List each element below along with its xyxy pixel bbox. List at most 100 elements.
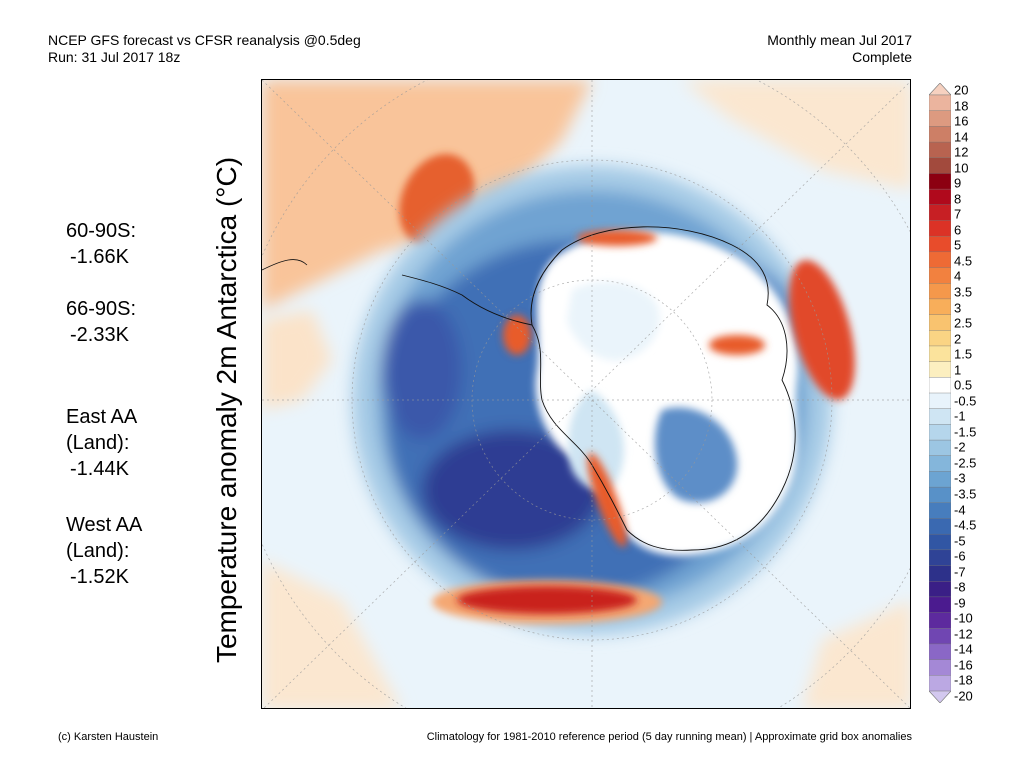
colorbar-tick-label: -9 [954,595,966,611]
colorbar-tick-label: 2.5 [954,315,973,331]
anomaly-map [261,79,911,709]
colorbar-swatch [929,204,951,221]
colorbar-tick-label: -10 [954,610,973,626]
colorbar-tick-label: -14 [954,641,973,657]
colorbar-swatch [929,220,951,237]
run-time: Run: 31 Jul 2017 18z [48,49,181,65]
colorbar-tick-label: -2.5 [954,455,977,471]
colorbar-tick-label: -7 [954,564,966,580]
colorbar-tick-label: -12 [954,626,973,642]
colorbar-tick-label: -3.5 [954,486,977,502]
stat-value: -1.44K [70,458,129,480]
colorbar-tick-label: -8 [954,579,966,595]
colorbar-swatch [929,565,951,582]
colorbar-tick-label: -0.5 [954,393,977,409]
colorbar-tick-label: 18 [954,98,969,114]
variable-label: Temperature anomaly 2m Antarctica (°C) [211,156,242,664]
colorbar-swatch [929,188,951,206]
colorbar-tick-label: 1.5 [954,346,973,362]
colorbar-swatch [929,675,951,692]
stat-east-aa: East AA (Land): -1.44K [66,378,137,508]
colorbar-swatch [929,251,951,269]
colorbar-tick-label: -18 [954,672,973,688]
colorbar-tick-label: 2 [954,331,962,347]
header-left: NCEP GFS forecast vs CFSR reanalysis @0.… [48,32,361,66]
colorbar [929,83,951,703]
map-graphic [262,80,910,708]
colorbar-tick-label: -3 [954,470,966,486]
colorbar-tick-label: 0.5 [954,377,973,393]
colorbar-swatch [929,392,951,410]
footnote: Climatology for 1981-2010 reference peri… [426,731,912,743]
warm-anomaly-east [789,260,855,400]
colorbar-cap-top [929,83,951,96]
colorbar-swatch [929,659,951,676]
colorbar-tick-label: 10 [954,160,969,176]
colorbar-swatch [929,612,951,629]
colorbar-tick-label: -2 [954,439,966,455]
colorbar-swatch [929,549,951,567]
colorbar-tick-label: 9 [954,175,962,191]
stat-66-90s: 66-90S: -2.33K [66,296,136,348]
credit: (c) Karsten Haustein [58,731,159,743]
colorbar-tick-label: -1 [954,408,966,424]
colorbar-swatch [929,110,951,127]
colorbar-swatch [929,345,951,363]
colorbar-swatch [929,486,951,504]
stat-label: 66-90S: [66,298,137,320]
colorbar-swatch [929,533,951,551]
colorbar-tick-label: -20 [954,688,973,704]
colorbar-swatch [929,173,951,190]
colorbar-tick-label: 12 [954,144,969,160]
colorbar-tick-label: 14 [954,129,969,145]
colorbar-tick-label: 20 [954,82,969,98]
period-label: Monthly mean Jul 2017 [767,32,912,48]
colorbar-tick-label: 3.5 [954,284,973,300]
map-title: NCEP GFS forecast vs CFSR reanalysis @0.… [48,32,361,48]
colorbar-swatch [929,596,951,614]
status-label: Complete [852,49,912,65]
colorbar-swatch [929,157,951,174]
colorbar-swatch [929,141,951,159]
colorbar-swatch [929,643,951,661]
colorbar-tick-label: -16 [954,657,973,673]
colorbar-tick-label: 8 [954,191,962,207]
stat-value: -1.52K [70,566,129,588]
colorbar-swatch [929,314,951,331]
colorbar-tick-label: 16 [954,113,969,129]
colorbar-swatch [929,283,951,300]
colorbar-tick-label: -4.5 [954,517,977,533]
colorbar-swatch [929,518,951,535]
stat-west-aa: West AA (Land): -1.52K [66,486,142,616]
colorbar-cap-bottom [929,690,951,703]
stat-value: -2.33K [70,324,129,346]
colorbar-swatch [929,330,951,347]
stat-label: East AA (Land): [66,406,138,454]
colorbar-tick-label: 1 [954,362,962,378]
stat-label: West AA (Land): [66,514,143,562]
colorbar-tick-label: -6 [954,548,966,564]
colorbar-swatch [929,628,951,645]
colorbar-tick-label: -4 [954,502,966,518]
colorbar-swatch [929,424,951,441]
colorbar-swatch [929,94,951,112]
colorbar-swatch [929,298,951,316]
colorbar-swatch [929,377,951,394]
colorbar-tick-label: 6 [954,222,962,238]
stat-value: -1.66K [70,246,129,268]
colorbar-swatch [929,439,951,457]
colorbar-swatch [929,361,951,378]
colorbar-swatch [929,235,951,253]
colorbar-swatch [929,408,951,425]
colorbar-swatch [929,267,951,284]
colorbar-tick-label: 3 [954,300,962,316]
colorbar-tick-label: -1.5 [954,424,977,440]
colorbar-tick-label: 4 [954,268,962,284]
colorbar-swatch [929,502,951,519]
stat-60-90s: 60-90S: -1.66K [66,218,136,270]
colorbar-tick-label: -5 [954,533,966,549]
coastline [530,226,796,551]
warm-anomaly-south [457,586,637,614]
colorbar-swatch [929,471,951,488]
header-right: Monthly mean Jul 2017 Complete [767,32,912,66]
